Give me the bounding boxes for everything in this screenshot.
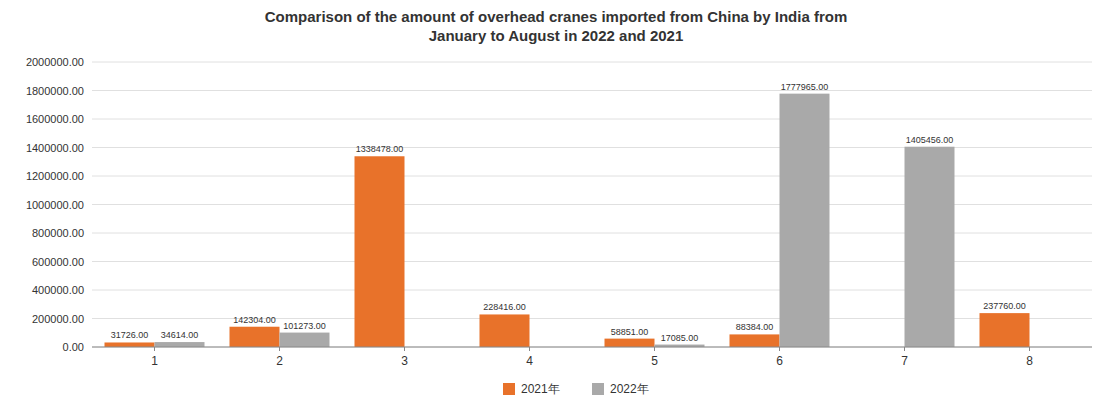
bar xyxy=(780,94,830,347)
x-tick xyxy=(529,347,530,351)
grid-line xyxy=(92,62,1092,63)
legend-swatch xyxy=(592,383,604,395)
y-tick-label: 1400000.00 xyxy=(26,142,84,154)
legend-label: 2021年 xyxy=(521,382,560,396)
legend: 2021年 2022年 xyxy=(503,382,649,396)
x-tick xyxy=(779,347,780,351)
x-tick xyxy=(279,347,280,351)
x-tick-label: 7 xyxy=(901,354,908,368)
bars xyxy=(105,94,1030,347)
data-label: 17085.00 xyxy=(661,333,699,343)
x-tick xyxy=(404,347,405,351)
bar xyxy=(230,327,280,347)
bar xyxy=(105,342,155,347)
x-tick-label: 4 xyxy=(526,354,533,368)
y-tick-label: 1800000.00 xyxy=(26,85,84,97)
x-tick xyxy=(654,347,655,351)
bar xyxy=(280,333,330,347)
x-tick-label: 6 xyxy=(776,354,783,368)
y-tick-label: 1600000.00 xyxy=(26,113,84,125)
grid xyxy=(92,62,1092,347)
x-tick-label: 8 xyxy=(1026,354,1033,368)
title-line: January to August in 2022 and 2021 xyxy=(429,27,684,44)
data-label: 1338478.00 xyxy=(356,144,404,154)
title-line: Comparison of the amount of overhead cra… xyxy=(265,8,848,25)
bar xyxy=(605,339,655,347)
y-tick-label: 400000.00 xyxy=(32,284,84,296)
legend-label: 2022年 xyxy=(610,382,649,396)
x-tick-label: 5 xyxy=(651,354,658,368)
data-label: 88384.00 xyxy=(736,322,774,332)
x-tick-label: 1 xyxy=(151,354,158,368)
data-label: 31726.00 xyxy=(111,330,149,340)
y-tick-label: 1200000.00 xyxy=(26,170,84,182)
y-tick-label: 0.00 xyxy=(63,341,84,353)
data-label: 1777965.00 xyxy=(781,82,829,92)
bar xyxy=(730,334,780,347)
x-tick xyxy=(154,347,155,351)
data-labels: 31726.00 142304.00 1338478.00 228416.00 5885… xyxy=(111,82,1026,343)
y-tick-label: 1000000.00 xyxy=(26,199,84,211)
data-label: 237760.00 xyxy=(983,301,1026,311)
x-tick xyxy=(1029,347,1030,351)
bar xyxy=(905,147,955,347)
data-label: 228416.00 xyxy=(483,302,526,312)
data-label: 1405456.00 xyxy=(906,135,954,145)
x-axis-line xyxy=(92,347,1092,348)
data-label: 58851.00 xyxy=(611,327,649,337)
chart: Comparison of the amount of overhead cra… xyxy=(0,0,1112,409)
title: Comparison of the amount of overhead cra… xyxy=(265,8,848,44)
x-tick-label: 3 xyxy=(401,354,408,368)
data-label: 34614.00 xyxy=(161,330,199,340)
grid-line xyxy=(92,90,1092,91)
y-tick-label: 2000000.00 xyxy=(26,56,84,68)
y-tick-label: 800000.00 xyxy=(32,227,84,239)
y-tick-label: 200000.00 xyxy=(32,313,84,325)
x-tick xyxy=(904,347,905,351)
data-label: 142304.00 xyxy=(233,315,276,325)
bar xyxy=(980,313,1030,347)
legend-swatch xyxy=(503,383,515,395)
x-tick-label: 2 xyxy=(276,354,283,368)
grid-line xyxy=(92,347,1092,348)
y-tick-label: 600000.00 xyxy=(32,256,84,268)
bar xyxy=(155,342,205,347)
bar xyxy=(355,156,405,347)
grid-line xyxy=(92,119,1092,120)
bar xyxy=(480,314,530,347)
data-label: 101273.00 xyxy=(283,321,326,331)
